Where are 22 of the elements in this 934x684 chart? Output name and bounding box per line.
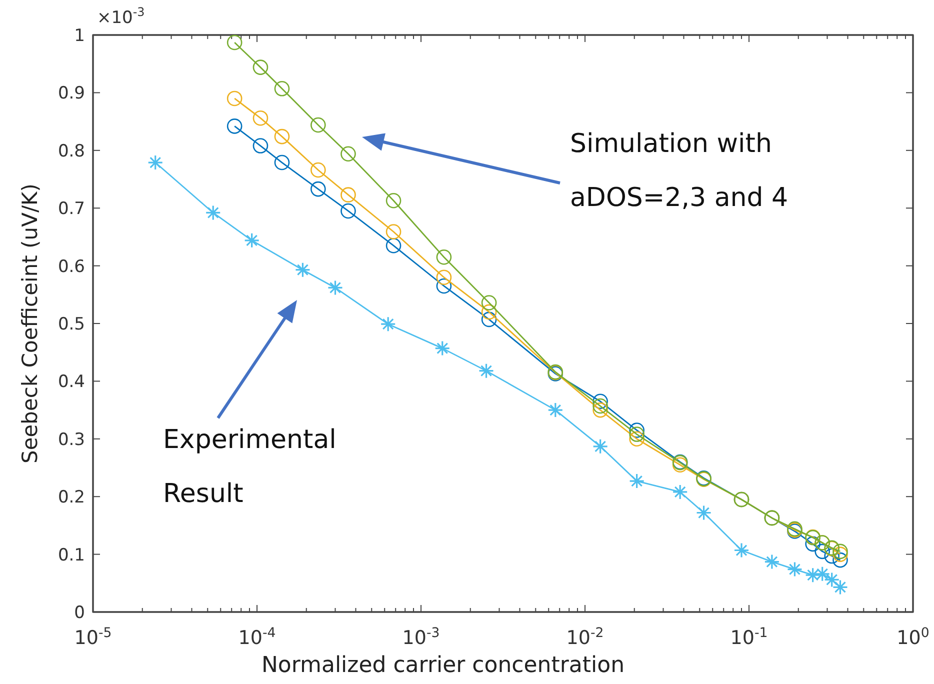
y-tick-label: 0.1 [58,545,85,566]
y-tick-label: 0.2 [58,488,85,508]
text: ×10$^{-3}$ [97,5,145,28]
x-tick-label: 10$^{0}$ [896,626,930,649]
annotation: Experimental Result [163,425,336,509]
y-tick-label: 0.8 [58,141,85,162]
y-tick-label: 0.7 [58,199,85,220]
x-tick-label: 10$^{-2}$ [566,626,604,649]
x-tick-label: 10$^{-1}$ [730,626,768,649]
y-tick-label: 0.9 [58,84,85,104]
annotation: Simulation with aDOS=2,3 and 4 [570,129,788,213]
y-tick-label: 0.3 [58,430,85,450]
y-tick-label: 0.4 [58,372,85,392]
x-tick-label: 10$^{-3}$ [402,626,440,649]
y-tick-label: 0 [74,602,85,623]
x-tick-label: 10$^{-4}$ [238,626,276,649]
x-axis-title: Normalized carrier concentration [261,653,625,678]
y-tick-label: 0.6 [58,256,85,277]
x-tick-label: 10$^{-5}$ [74,626,112,649]
y-tick-label: 1 [74,26,85,46]
y-axis-title: Seebeck Coefficeint (uV/K) [18,184,42,464]
y-tick-label: 0.5 [58,314,85,334]
